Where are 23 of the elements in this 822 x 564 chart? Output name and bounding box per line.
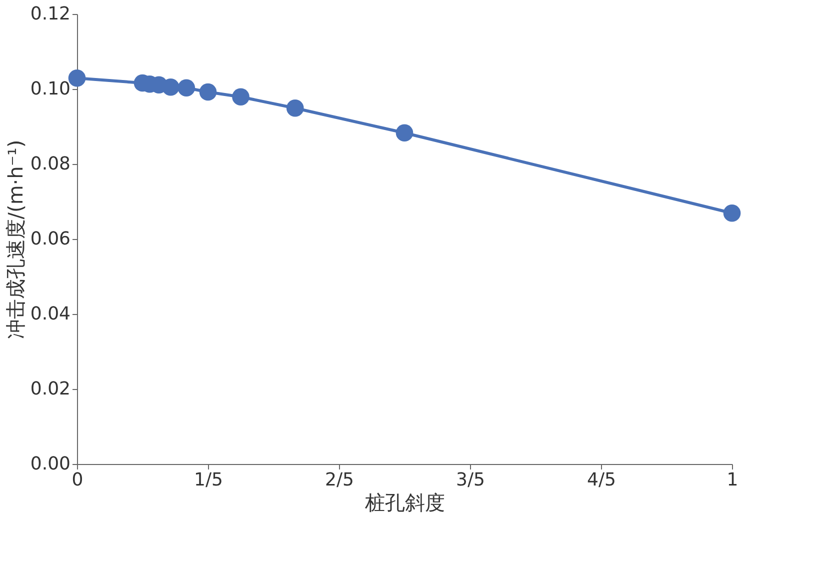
point xyxy=(162,78,180,96)
y-tick-label: 0.12 xyxy=(30,4,70,24)
y-tick-label: 0.06 xyxy=(30,228,70,250)
point xyxy=(68,69,86,87)
point xyxy=(232,88,250,106)
y-tick-label: 0.10 xyxy=(30,78,70,100)
x-tick-label: 1/5 xyxy=(194,470,223,490)
y-tick-label: 0.04 xyxy=(30,304,70,324)
point xyxy=(286,99,304,117)
point xyxy=(723,204,741,222)
point xyxy=(396,124,414,142)
x-tick-label: 2/5 xyxy=(325,470,354,490)
x-tick-label: 4/5 xyxy=(587,470,616,490)
x-tick-label: 3/5 xyxy=(456,470,485,490)
point xyxy=(199,83,217,101)
y-tick-label: 0.08 xyxy=(30,154,70,174)
y-tick-label: 0.00 xyxy=(30,454,70,474)
x-tick-label: 0 xyxy=(72,470,84,490)
x-tick-label: 1 xyxy=(726,470,738,490)
point xyxy=(178,79,196,97)
y-tick-label: 0.02 xyxy=(30,378,70,400)
x-axis-title: 桩孔斜度 xyxy=(364,490,445,514)
y-axis-title: 冲击成孔速度/(m·h⁻¹) xyxy=(3,140,28,340)
